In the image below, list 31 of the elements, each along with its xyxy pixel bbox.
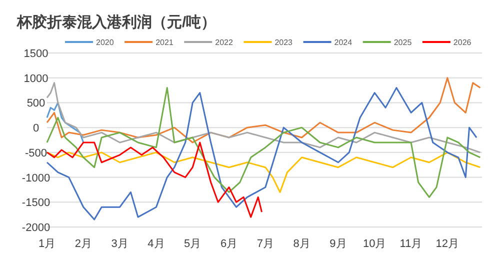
legend-label: 2024 xyxy=(334,38,353,47)
y-tick-label: 500 xyxy=(26,98,46,110)
legend-label: 2020 xyxy=(96,38,114,47)
x-tick-label: 10月 xyxy=(362,238,386,250)
chart-title: 杯胶折泰混入港利润（元/吨） xyxy=(16,13,216,31)
line-series xyxy=(46,77,481,144)
x-tick-label: 5月 xyxy=(184,238,202,250)
x-tick-label: 2月 xyxy=(74,238,92,250)
legend-label: 2021 xyxy=(156,38,174,47)
y-tick-label: 1500 xyxy=(24,48,48,60)
y-tick-label: -2000 xyxy=(22,222,50,234)
legend-label: 2025 xyxy=(394,38,412,47)
x-tick-label: 6月 xyxy=(220,238,238,250)
line-series xyxy=(46,102,84,144)
y-tick-label: 1000 xyxy=(24,72,48,85)
legend-label: 2026 xyxy=(453,38,472,47)
x-tick-label: 7月 xyxy=(256,238,274,250)
y-tick-label: -1000 xyxy=(22,172,50,184)
y-tick-label: -1500 xyxy=(22,197,50,210)
x-tick-label: 4月 xyxy=(148,238,165,250)
x-tick-label: 11月 xyxy=(400,238,422,250)
x-tick-label: 12月 xyxy=(436,238,460,250)
x-tick-label: 1月 xyxy=(38,238,56,250)
x-tick-label: 8月 xyxy=(293,238,310,250)
y-tick-label: -500 xyxy=(24,147,48,160)
y-tick-label: 0 xyxy=(32,122,40,135)
x-tick-label: 9月 xyxy=(330,238,347,250)
x-tick-label: 3月 xyxy=(111,238,128,250)
line-series xyxy=(46,82,481,154)
legend-label: 2023 xyxy=(274,38,294,47)
legend-label: 2022 xyxy=(215,38,234,47)
